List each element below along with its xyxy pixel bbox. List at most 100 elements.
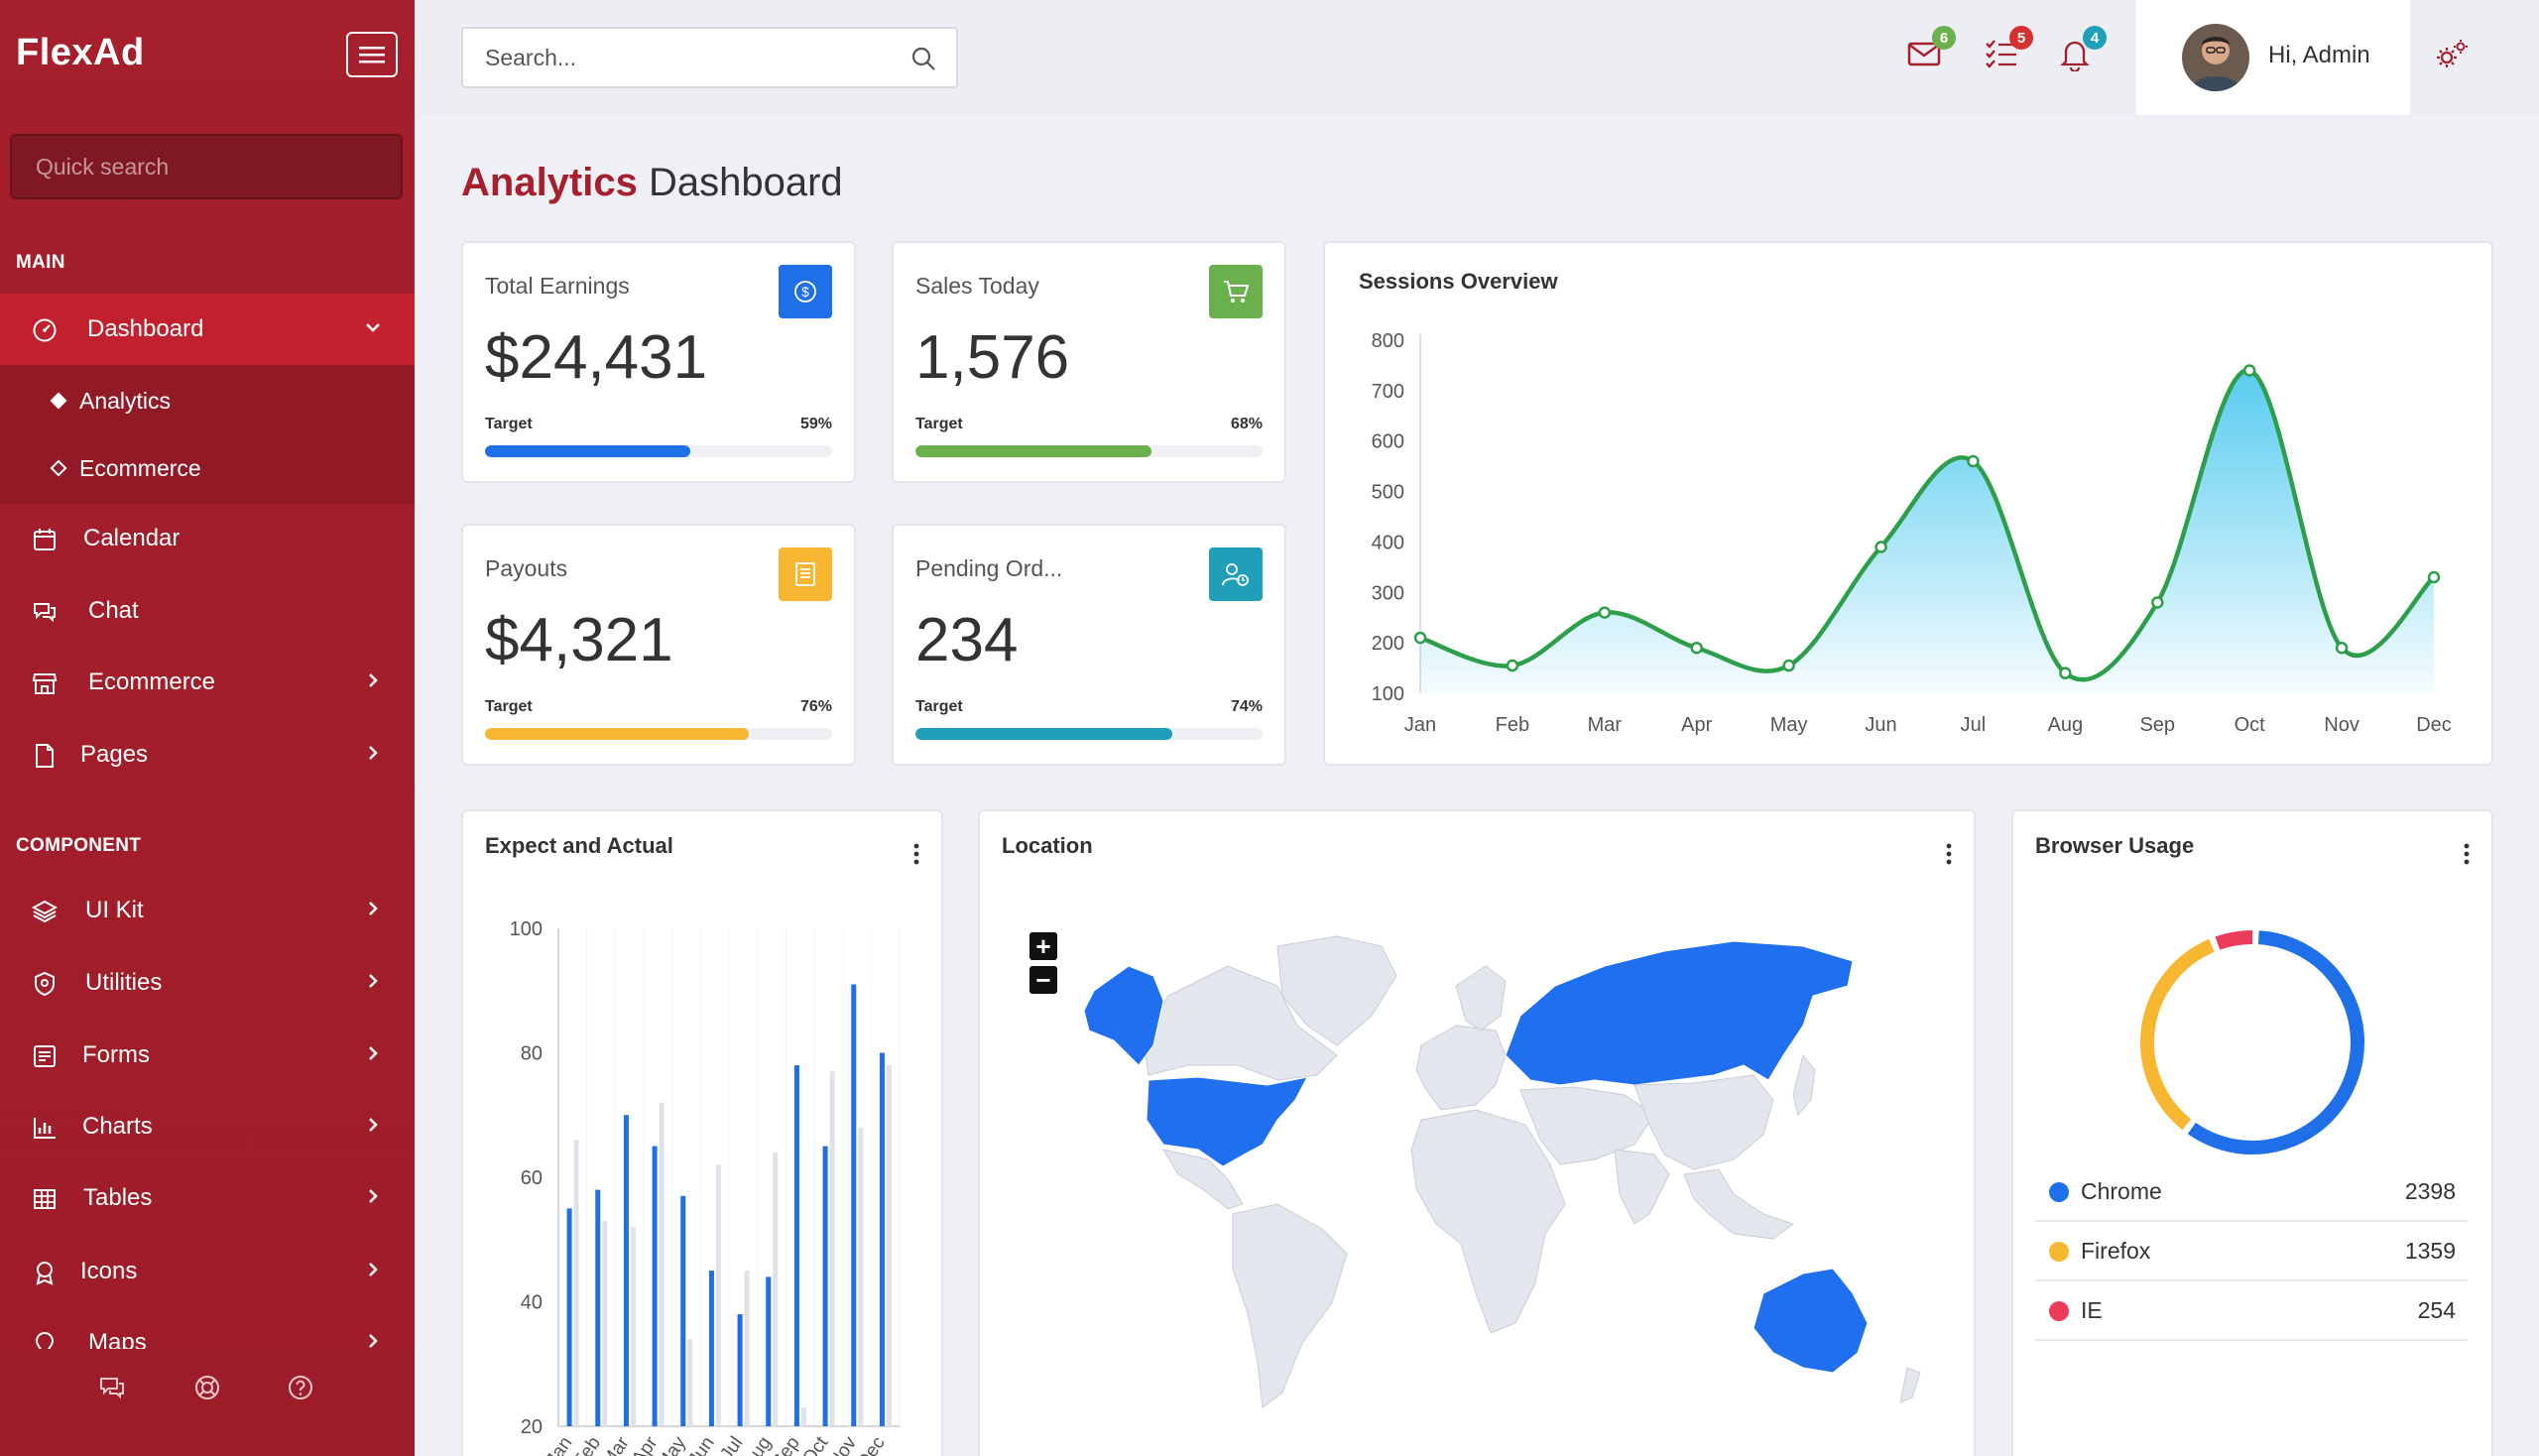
sidebar-item-dashboard[interactable]: Dashboard: [0, 294, 415, 365]
progress-bar: [915, 445, 1263, 457]
hamburger-icon: [359, 47, 385, 63]
search-input[interactable]: [463, 29, 890, 86]
cart-icon: [1209, 265, 1263, 318]
data-point: [2427, 570, 2441, 584]
layers-icon: [32, 900, 58, 923]
zoom-in-button[interactable]: +: [1029, 932, 1057, 960]
settings-gear-icon[interactable]: [2432, 36, 2472, 75]
map-region-india[interactable]: [1614, 1149, 1670, 1225]
sidebar-subitem-label: Analytics: [79, 387, 172, 414]
map-region-europe[interactable]: [1415, 1025, 1507, 1111]
browser-name: Chrome: [2081, 1178, 2162, 1204]
map-region-southeast-asia[interactable]: [1683, 1168, 1795, 1240]
support-icon[interactable]: [192, 1373, 222, 1402]
map-region-canada[interactable]: [1143, 965, 1338, 1081]
y-tick-label: 200: [1372, 633, 1404, 655]
sidebar-item-label: Chat: [88, 597, 139, 624]
x-tick-label: May: [1770, 714, 1808, 736]
notifications-button[interactable]: 4: [2057, 26, 2107, 73]
sidebar-subitem-analytics[interactable]: Analytics: [0, 367, 415, 434]
bar-series-2: [744, 1271, 750, 1426]
menu-toggle-button[interactable]: [346, 32, 398, 77]
x-tick-label: Feb: [1496, 714, 1529, 736]
location-card: Location + −: [978, 809, 1976, 1456]
user-clock-icon: [1209, 547, 1263, 601]
stat-title: Payouts: [485, 555, 568, 581]
y-tick-label: 600: [1372, 431, 1404, 453]
map-region-mexico[interactable]: [1161, 1149, 1244, 1210]
x-tick-label: Apr: [628, 1432, 663, 1456]
stat-card-sales-today: Sales Today 1,576 Target 68%: [892, 241, 1286, 483]
sidebar-item-pages[interactable]: Pages: [0, 719, 415, 790]
more-vertical-icon[interactable]: [911, 841, 921, 867]
browser-row-chrome: Chrome 2398: [2035, 1162, 2468, 1222]
bar-series-2: [715, 1164, 721, 1426]
map-region-china[interactable]: [1633, 1074, 1774, 1170]
map-region-australia[interactable]: [1753, 1268, 1869, 1374]
map-region-africa[interactable]: [1410, 1109, 1566, 1334]
sidebar-footer: [0, 1349, 415, 1456]
x-tick-label: Sep: [2139, 714, 2175, 736]
y-tick-label: 100: [510, 918, 543, 940]
sidebar-item-forms[interactable]: Forms: [0, 1020, 415, 1091]
sidebar-item-icons[interactable]: Icons: [0, 1236, 415, 1307]
help-icon[interactable]: [286, 1373, 315, 1402]
sidebar-item-utilities[interactable]: Utilities: [0, 947, 415, 1019]
search-icon[interactable]: [909, 45, 937, 72]
data-point: [1413, 631, 1427, 645]
browser-name: IE: [2081, 1297, 2103, 1323]
sidebar-item-label: Utilities: [85, 969, 163, 996]
user-menu[interactable]: Hi, Admin: [2136, 0, 2410, 115]
y-tick-label: 40: [521, 1292, 543, 1314]
brand-logo[interactable]: FlexAd: [16, 32, 145, 73]
x-tick-label: Apr: [1681, 714, 1712, 736]
tasks-button[interactable]: 5: [1984, 26, 2033, 71]
legend-dot: [2049, 1182, 2069, 1202]
document-icon: [779, 547, 832, 601]
sidebar-item-tables[interactable]: Tables: [0, 1162, 415, 1234]
map-region-russia[interactable]: [1505, 940, 1854, 1086]
chevron-right-icon: [369, 902, 378, 915]
progress-bar: [485, 728, 832, 740]
more-vertical-icon[interactable]: [2462, 841, 2472, 867]
mail-button[interactable]: 6: [1906, 26, 1956, 71]
bar-chart-icon: [34, 1118, 56, 1139]
store-icon: [32, 673, 58, 694]
card-title: Location: [1002, 833, 1093, 858]
bar-series-1: [737, 1314, 743, 1426]
quick-search-input[interactable]: [10, 134, 403, 199]
sidebar-subitem-ecommerce[interactable]: Ecommerce: [0, 434, 415, 502]
stat-title: Total Earnings: [485, 273, 630, 299]
card-title: Expect and Actual: [485, 833, 673, 858]
map-region-japan[interactable]: [1792, 1053, 1816, 1117]
stat-value: $24,431: [485, 323, 708, 392]
sidebar-item-label: UI Kit: [85, 897, 144, 923]
bar-series-1: [566, 1208, 572, 1426]
map-region-usa[interactable]: [1146, 1076, 1308, 1167]
map-region-alaska[interactable]: [1083, 965, 1164, 1066]
data-point: [1782, 659, 1795, 672]
sidebar-item-calendar[interactable]: Calendar: [0, 503, 415, 574]
sidebar-item-chat[interactable]: Chat: [0, 575, 415, 647]
map-region-greenland[interactable]: [1276, 935, 1397, 1046]
shield-icon: [35, 971, 55, 997]
target-label: Target: [915, 416, 963, 432]
browser-donut-chart: [2140, 930, 2364, 1154]
map-region-scandinavia[interactable]: [1455, 965, 1507, 1031]
page-title-accent: Analytics: [461, 161, 638, 204]
bar-series-2: [773, 1152, 779, 1426]
map-region-new-zealand[interactable]: [1899, 1367, 1921, 1403]
zoom-out-button[interactable]: −: [1029, 966, 1057, 994]
sidebar-item-charts[interactable]: Charts: [0, 1091, 415, 1162]
chat-bubble-icon[interactable]: [97, 1373, 127, 1402]
more-vertical-icon[interactable]: [1944, 841, 1954, 867]
sidebar-item-ecommerce[interactable]: Ecommerce: [0, 647, 415, 718]
map-region-south-america[interactable]: [1232, 1203, 1348, 1408]
sidebar-item-label: Calendar: [83, 525, 181, 551]
bar-series-2: [829, 1071, 835, 1426]
sidebar-item-ui-kit[interactable]: UI Kit: [0, 875, 415, 946]
bar-series-1: [793, 1065, 799, 1426]
bar-series-2: [630, 1227, 636, 1426]
y-tick-label: 800: [1372, 330, 1404, 352]
bar-series-1: [851, 984, 857, 1426]
